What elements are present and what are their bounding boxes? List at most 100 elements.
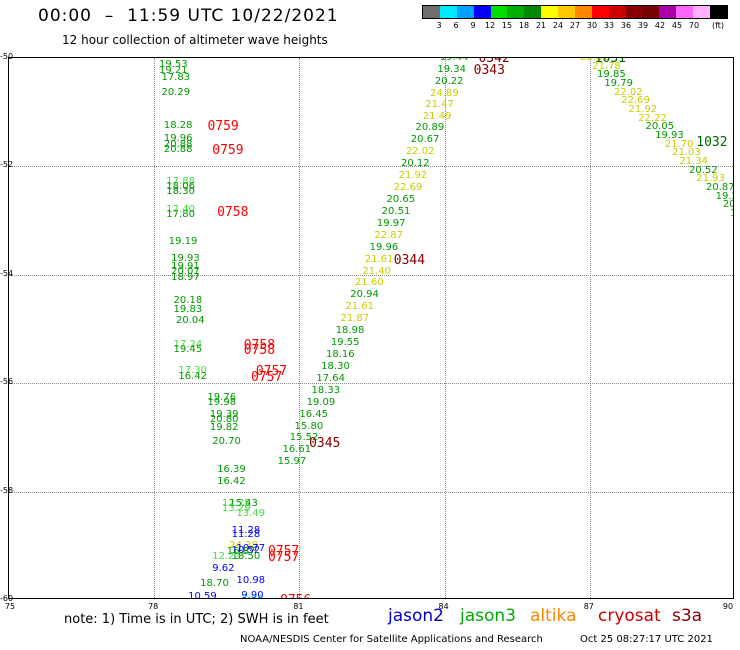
wave-height-value: 21.60 [355, 277, 384, 289]
map-title: 00:00 – 11:59 UTC 10/22/2021 [38, 6, 339, 26]
wave-height-value: 19.97 [376, 217, 406, 229]
wave-height-value: 19.21 [159, 65, 188, 76]
wave-height-value: 15.97 [277, 456, 307, 468]
wave-height-value: 21.40 [362, 265, 391, 277]
colorbar-swatch [456, 6, 474, 18]
wave-height-value: 20.22 [434, 75, 464, 87]
wave-height-value: 17.30 [178, 365, 208, 377]
wave-height-value: 17.40 [166, 203, 195, 215]
wave-height-value: 20.87 [705, 182, 734, 194]
wave-height-value: 20.52 [689, 164, 718, 176]
wave-height-value: 21.03 [672, 147, 701, 159]
colorbar-swatch [490, 6, 508, 18]
pass-time-label: 0759 [212, 143, 244, 159]
latitude-label: -58 [0, 485, 14, 495]
wave-height-value: 19.44 [439, 57, 469, 63]
pass-time-label: 0759 [207, 118, 239, 134]
pass-time-label: 0757 [251, 369, 283, 385]
wave-height-value: 17.80 [166, 209, 195, 221]
wave-height-value: 22.87 [374, 229, 404, 241]
wave-height-value: 18.28 [163, 119, 193, 131]
pass-time-label: 0345 [309, 435, 341, 451]
longitude-gridline [299, 58, 301, 598]
wave-height-value: 20.94 [350, 289, 379, 301]
pass-time-label: 0757 [255, 364, 288, 380]
colorbar-swatch [625, 6, 643, 18]
wave-height-value: 16.39 [217, 463, 246, 475]
colorbar-label: 3 [436, 21, 442, 30]
colorbar-label: 15 [501, 21, 513, 30]
wave-height-value: 18.70 [200, 577, 229, 589]
wave-height-value: 13.49 [236, 508, 266, 520]
wave-height-value: 21.61 [364, 253, 394, 265]
colorbar-label: 9 [470, 21, 476, 30]
wave-height-value: 19.19 [168, 236, 198, 248]
wave-height-value: 19.45 [173, 343, 203, 355]
colorbar-labels: 3 6 9 12 15 18 21 24 27 30 33 36 39 42 45 70 [422, 21, 728, 33]
wave-height-value: 21.92 [628, 104, 658, 116]
wave-height-value: 21.78 [592, 60, 621, 72]
colorbar-label: 39 [637, 21, 649, 30]
wave-height-value: 15.43 [229, 497, 258, 509]
pass-time-label: 0756 [280, 594, 311, 598]
wave-height-value: 20.29 [161, 87, 191, 99]
wave-height-value: 21.70 [664, 138, 694, 150]
colorbar-swatch [710, 6, 728, 18]
longitude-label: 90 [722, 602, 734, 611]
wave-height-value: 22.69 [393, 182, 423, 194]
wave-height-value: 22.22 [638, 112, 667, 124]
wave-height-value: 20.80 [209, 414, 239, 426]
legend-item-jason2: jason2 [388, 606, 444, 626]
wave-height-value: 19.76 [207, 392, 237, 404]
longitude-gridline [444, 58, 446, 598]
wave-height-value: 19.85 [597, 69, 626, 81]
wave-height-value: 20.70 [212, 435, 241, 447]
wave-height-value: 24.89 [430, 87, 459, 99]
pass-time-label: 0343 [473, 62, 505, 78]
pass-time-label: 0758 [243, 342, 276, 358]
legend-item-jason3: jason3 [460, 606, 516, 626]
longitude-gridline [154, 58, 156, 598]
wave-height-value: 11.28 [231, 528, 261, 540]
wave-height-value: 9.62 [212, 562, 235, 574]
wave-height-value: 16.42 [217, 475, 246, 487]
map-subtitle: 12 hour collection of altimeter wave hei… [62, 33, 328, 47]
pass-time-label: 1032 [696, 135, 728, 150]
wave-height-value: 18.97 [171, 271, 200, 283]
latitude-label: -56 [0, 377, 14, 387]
generated-timestamp: Oct 25 08:27:17 UTC 2021 [580, 634, 713, 645]
wave-height-value: 21.47 [425, 99, 454, 111]
legend-item-s3a: s3a [672, 606, 703, 626]
wave-height-value: 12.75 [221, 497, 251, 509]
pass-time-label: 0758 [243, 338, 276, 354]
colorbar-label: 27 [569, 21, 581, 30]
colorbar-label: 24 [552, 21, 564, 30]
colorbar-swatch [423, 6, 440, 18]
pass-time-label: 0757 [267, 544, 300, 560]
wave-height-colorbar [422, 5, 728, 19]
wave-height-value: 19.91 [171, 260, 200, 272]
wave-height-value: 21.92 [398, 170, 428, 182]
map-plot-area[interactable]: 19.53 19.21 17.83 20.29 18.28 19.96 20.88 20.88… [8, 57, 734, 599]
colorbar-unit: (ft) [712, 21, 725, 30]
wave-height-value: 11.28 [231, 524, 261, 536]
colorbar-swatch [575, 6, 592, 18]
colorbar-swatch [473, 6, 491, 18]
wave-height-value: 20.88 [722, 199, 733, 211]
latitude-label: -50 [0, 52, 14, 61]
wave-height-value: 19.83 [173, 304, 203, 316]
longitude-label: 84 [438, 602, 449, 611]
latitude-gridline [9, 274, 733, 276]
longitude-label: 87 [583, 602, 594, 611]
colorbar-swatch [558, 6, 576, 18]
colorbar-label: 12 [484, 21, 496, 30]
colorbar-swatch [642, 6, 660, 18]
wave-height-value: 20.07 [171, 266, 200, 278]
colorbar-swatch [676, 6, 694, 18]
colorbar-label: 30 [586, 21, 598, 30]
wave-height-value: 21.93 [696, 173, 725, 185]
colorbar-swatch [524, 6, 542, 18]
wave-height-value: 19.96 [163, 133, 193, 145]
wave-height-value: 21.49 [422, 110, 452, 122]
pass-time-label: 1031 [594, 57, 626, 66]
